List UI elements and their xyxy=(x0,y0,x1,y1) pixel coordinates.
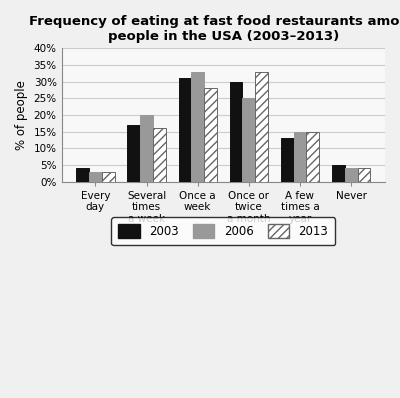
Bar xyxy=(178,78,191,182)
Bar xyxy=(89,172,102,182)
Bar xyxy=(255,72,268,182)
Bar xyxy=(76,168,89,182)
Bar xyxy=(332,165,345,182)
Legend: 2003, 2006, 2013: 2003, 2006, 2013 xyxy=(112,217,335,245)
Bar xyxy=(281,139,294,182)
Bar xyxy=(230,82,242,182)
Bar xyxy=(306,132,319,182)
Bar xyxy=(102,172,114,182)
Bar xyxy=(153,129,166,182)
Bar xyxy=(127,125,140,182)
Title: Frequency of eating at fast food restaurants among
people in the USA (2003–2013): Frequency of eating at fast food restaur… xyxy=(28,15,400,43)
Y-axis label: % of people: % of people xyxy=(15,80,28,150)
Bar xyxy=(204,88,217,182)
Bar xyxy=(140,115,153,182)
Bar xyxy=(242,98,255,182)
Bar xyxy=(191,72,204,182)
Bar xyxy=(345,168,358,182)
Bar xyxy=(294,132,306,182)
Bar xyxy=(358,168,370,182)
